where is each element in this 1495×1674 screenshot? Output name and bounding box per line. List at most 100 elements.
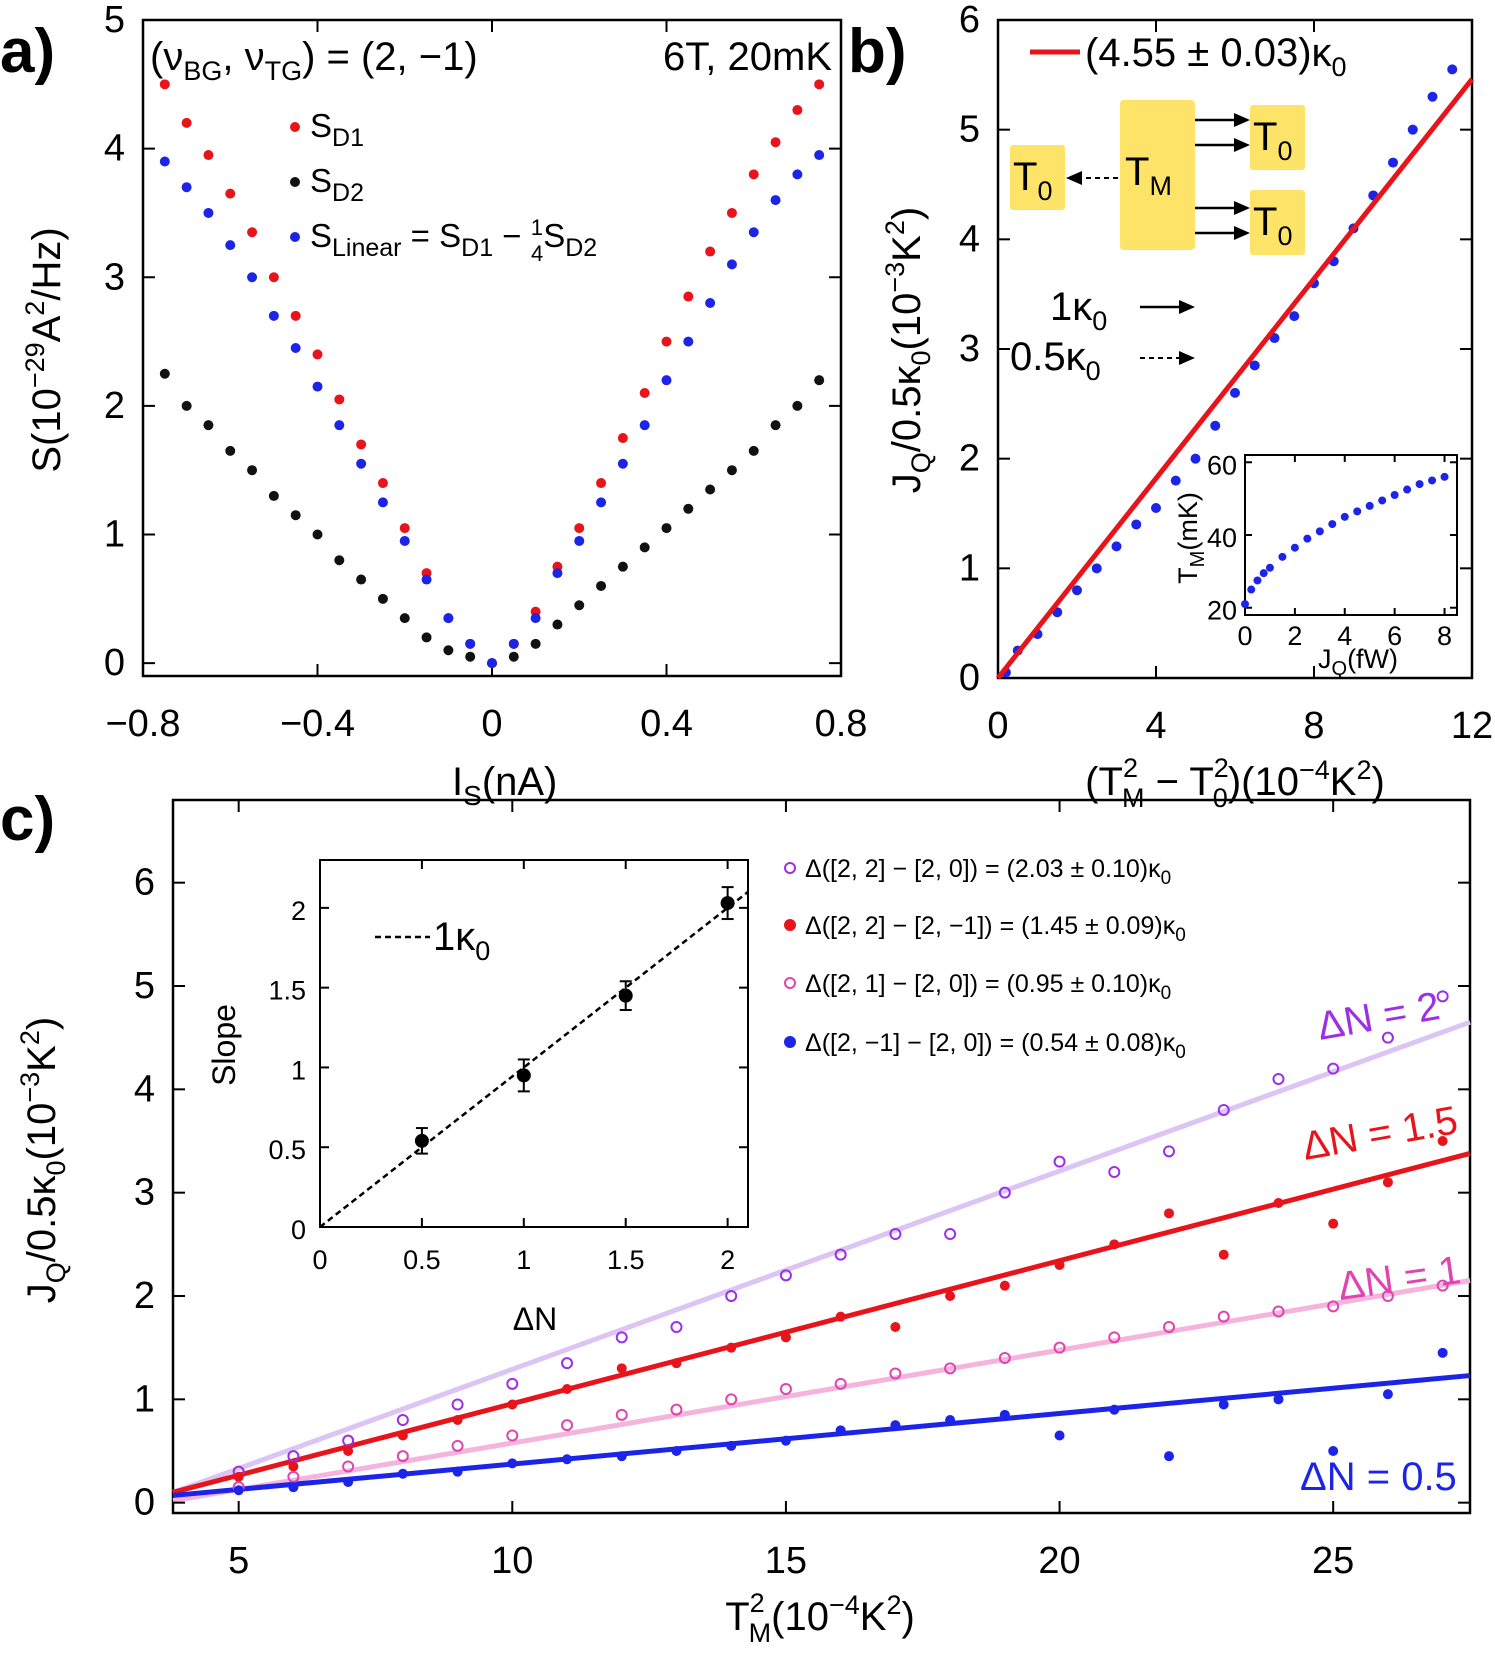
data-point xyxy=(1054,1260,1065,1270)
data-point xyxy=(1218,1249,1229,1260)
data-point xyxy=(530,613,541,624)
data-point xyxy=(835,1311,846,1322)
x-tick-label: 25 xyxy=(1312,1540,1354,1582)
data-point xyxy=(705,297,716,308)
data-point xyxy=(617,561,628,572)
data-point xyxy=(1164,1208,1175,1219)
data-point xyxy=(1241,600,1249,609)
data-point xyxy=(203,420,214,431)
data-point xyxy=(1436,990,1449,1003)
data-point xyxy=(1108,1331,1121,1344)
data-point xyxy=(890,1322,901,1332)
data-point xyxy=(1382,1177,1393,1188)
y-tick-label: 1.5 xyxy=(268,976,306,1006)
legend-sd2: SD2 xyxy=(310,162,364,207)
data-point xyxy=(1210,420,1221,431)
data-point xyxy=(1272,1073,1285,1085)
data-point xyxy=(312,381,323,392)
legend-b: (4.55 ± 0.03)κ0 xyxy=(1030,31,1347,82)
arrowhead-legend-solid-icon xyxy=(1179,300,1195,314)
data-point xyxy=(397,1430,408,1441)
data-point xyxy=(159,368,170,379)
data-point xyxy=(342,1434,355,1447)
data-point xyxy=(618,988,633,1003)
data-point xyxy=(356,439,367,450)
box-t0-top xyxy=(1250,105,1305,170)
data-point xyxy=(779,1269,792,1282)
data-point xyxy=(508,638,519,649)
data-point xyxy=(342,1460,355,1473)
data-point xyxy=(287,1470,300,1483)
inset-xlabel-b: JQ(fW) xyxy=(1318,644,1398,680)
y-tick-label: 1 xyxy=(104,514,125,556)
data-point xyxy=(1111,541,1122,552)
data-point xyxy=(945,1291,956,1301)
data-point xyxy=(999,1409,1010,1420)
data-point xyxy=(377,478,388,489)
data-point xyxy=(770,137,781,148)
data-point xyxy=(396,1450,409,1463)
data-point xyxy=(1170,475,1181,486)
data-point xyxy=(1131,519,1142,530)
y-tick-label: 0.5 xyxy=(268,1135,306,1165)
data-point xyxy=(617,458,628,469)
data-point xyxy=(287,1450,300,1463)
x-tick-label: −0.8 xyxy=(105,703,180,745)
data-point xyxy=(1054,1430,1065,1441)
data-point xyxy=(451,1439,464,1452)
points-b xyxy=(996,64,1474,680)
legend-c: Δ([2, 2] − [2, 0]) = (2.03 ± 0.10)κ0 Δ([… xyxy=(784,855,1186,1063)
line-label-dn1-5: ΔN = 1.5 xyxy=(1299,1098,1461,1169)
inset-b: 0 2 4 6 8 20 40 60 JQ(fW) TM(mK) xyxy=(1173,450,1458,680)
data-point xyxy=(508,651,519,662)
chart-a: −0.8 −0.4 0 0.4 0.8 0 1 2 3 4 5 IS(nA) S(10−29A2/H… xyxy=(20,0,867,811)
data-point xyxy=(562,1384,573,1394)
data-point xyxy=(1436,1279,1449,1292)
data-point xyxy=(181,400,192,411)
data-point xyxy=(1437,1347,1448,1358)
y-tick-label: 1 xyxy=(134,1378,155,1420)
legend-a: SD1 SD2 SLinear = SD1 − 1 4SD2 xyxy=(290,107,597,266)
data-point xyxy=(507,1458,518,1469)
data-point xyxy=(312,529,323,540)
data-point xyxy=(181,182,192,193)
legend-c2: Δ([2, 2] − [2, −1]) = (1.45 ± 0.09)κ0 xyxy=(805,912,1186,946)
data-point xyxy=(1230,387,1240,398)
data-point xyxy=(1428,476,1437,485)
data-point xyxy=(770,195,781,206)
data-point xyxy=(780,1435,791,1446)
y-tick-label: 4 xyxy=(134,1068,155,1110)
data-point xyxy=(159,156,170,167)
reference-line xyxy=(319,890,749,1228)
legend-marker-c4 xyxy=(784,1036,796,1048)
data-point xyxy=(552,568,563,579)
x-tick-label: −0.4 xyxy=(280,703,355,745)
data-point xyxy=(312,349,323,360)
data-point xyxy=(421,632,432,643)
inset-points-c xyxy=(319,886,749,1228)
data-point xyxy=(725,1393,738,1406)
data-point xyxy=(1381,1031,1394,1044)
data-point xyxy=(399,523,410,534)
data-point xyxy=(779,1383,792,1395)
data-point xyxy=(465,651,476,662)
line-label-dn1: ΔN = 1 xyxy=(1335,1248,1463,1309)
data-point xyxy=(1217,1104,1230,1116)
data-point xyxy=(792,105,803,116)
data-point xyxy=(377,497,388,508)
x-tick-label: 1 xyxy=(516,1245,531,1275)
data-point xyxy=(1378,496,1387,505)
data-point xyxy=(671,1446,682,1456)
data-point xyxy=(683,336,694,347)
data-point xyxy=(670,1321,683,1333)
y-tick-label: 0 xyxy=(134,1482,155,1524)
x-tick-label: 0 xyxy=(481,703,502,745)
data-point xyxy=(1328,1218,1339,1229)
data-point xyxy=(1407,124,1418,135)
data-point xyxy=(506,1377,519,1390)
data-point xyxy=(562,1454,573,1465)
data-point xyxy=(1290,543,1299,552)
data-point xyxy=(1447,64,1458,75)
